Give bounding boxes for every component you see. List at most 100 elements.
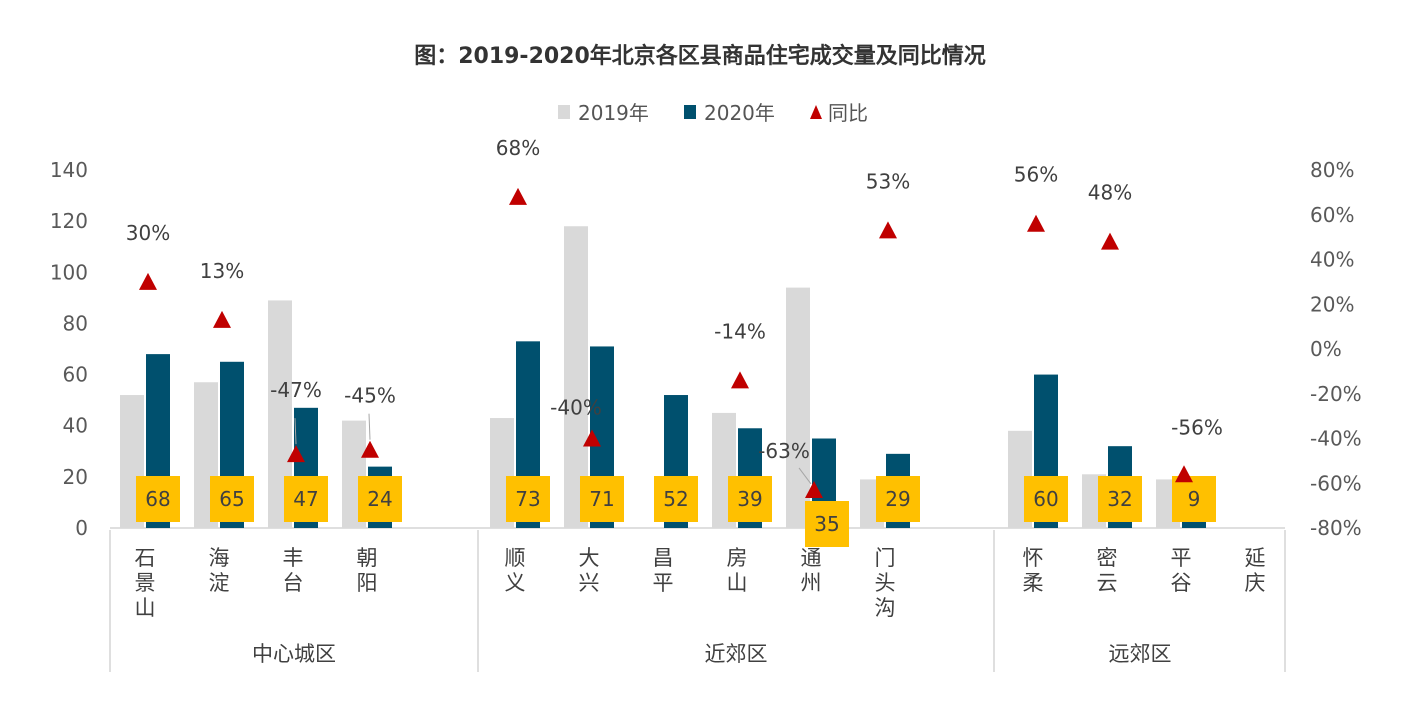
legend-swatch-2: [810, 105, 822, 119]
axes: 0 20 40 60 80 100 120 140 -80% -60% -40% -20% 0% 20% 4…: [50, 158, 1362, 540]
value-labels: 68 65 47 24 73 71 52 39 35 29 60 32 9: [136, 476, 1216, 547]
value-label: 47: [293, 487, 318, 511]
y-left-tick-label: 120: [50, 209, 88, 233]
yoy-markers: 30% 13% -47% -45% 68% -40% -14% -63% 53% 56% 48% -5…: [126, 136, 1223, 498]
yoy-label: -47%: [270, 378, 322, 402]
y-left-tick-label: 40: [63, 414, 88, 438]
legend-label-1: 2020年: [704, 101, 775, 125]
value-label: 65: [219, 487, 244, 511]
yoy-label: 68%: [496, 136, 540, 160]
category-label: 朝阳: [357, 546, 378, 595]
yoy-marker: [805, 480, 823, 498]
category-label: 昌平: [653, 546, 674, 595]
y-right-tick-label: -60%: [1310, 471, 1362, 495]
value-label-box: [506, 476, 550, 522]
value-label: 71: [589, 487, 614, 511]
y-right-tick-label: 40%: [1310, 248, 1354, 272]
legend-label-0: 2019年: [578, 101, 649, 125]
value-label-box: [210, 476, 254, 522]
value-label: 35: [814, 512, 839, 536]
y-left-tick-label: 60: [63, 363, 88, 387]
y-right-tick-label: 0%: [1310, 337, 1342, 361]
value-label: 73: [515, 487, 540, 511]
y-left-tick-label: 80: [63, 311, 88, 335]
value-label-box: [1172, 476, 1216, 522]
yoy-marker: [509, 187, 527, 205]
leader-line: [798, 467, 812, 485]
y-right-tick-label: 60%: [1310, 203, 1354, 227]
yoy-label: 53%: [866, 169, 910, 193]
category-label: 房山: [727, 546, 748, 595]
category-label: 顺义: [505, 546, 526, 595]
category-label: 平谷: [1171, 546, 1192, 595]
legend: 2019年 2020年 同比: [558, 101, 868, 125]
value-label: 60: [1033, 487, 1058, 511]
value-label-box: [1098, 476, 1142, 522]
category-label: 通州: [801, 546, 822, 595]
yoy-marker: [139, 272, 157, 290]
value-label-box: [728, 476, 772, 522]
yoy-label: -56%: [1171, 415, 1223, 439]
yoy-marker: [361, 440, 379, 458]
yoy-label: -63%: [758, 439, 810, 463]
group-label: 近郊区: [705, 642, 768, 666]
yoy-label: 13%: [200, 259, 244, 283]
yoy-label: 48%: [1088, 181, 1132, 205]
leader-line: [368, 413, 371, 440]
category-label: 丰台: [283, 546, 304, 595]
category-label: 大兴: [579, 546, 600, 595]
y-right-tick-label: -40%: [1310, 427, 1362, 451]
legend-label-2: 同比: [828, 101, 868, 125]
yoy-marker: [583, 429, 601, 447]
yoy-marker: [1027, 214, 1045, 232]
chart-title: 图：2019-2020年北京各区县商品住宅成交量及同比情况: [414, 43, 986, 69]
y-left-tick-label: 20: [63, 465, 88, 489]
yoy-label: -40%: [550, 396, 602, 420]
category-label: 石景山: [135, 546, 156, 620]
y-right-tick-label: -80%: [1310, 516, 1362, 540]
yoy-marker: [879, 221, 897, 239]
value-label: 68: [145, 487, 170, 511]
value-label: 32: [1107, 487, 1132, 511]
value-label-box: [284, 476, 328, 522]
y-left-tick-label: 0: [75, 516, 88, 540]
value-label-box: [358, 476, 402, 522]
bar-2019: [786, 287, 810, 528]
yoy-marker: [287, 445, 305, 463]
value-label-box: [876, 476, 920, 522]
yoy-marker: [1175, 465, 1193, 483]
value-label: 9: [1188, 487, 1201, 511]
value-label-box: [654, 476, 698, 522]
y-right-tick-label: 20%: [1310, 292, 1354, 316]
yoy-label: -14%: [714, 319, 766, 343]
legend-swatch-1: [684, 105, 696, 119]
y-left-tick-label: 140: [50, 158, 88, 182]
group-label: 远郊区: [1109, 642, 1172, 666]
y-right-tick-label: 80%: [1310, 158, 1354, 182]
category-label: 门头沟: [875, 546, 896, 620]
value-label-box: [805, 501, 849, 547]
y-left-tick-label: 100: [50, 260, 88, 284]
value-label: 52: [663, 487, 688, 511]
leader-line: [294, 418, 297, 445]
yoy-label: 30%: [126, 221, 170, 245]
value-label: 24: [367, 487, 392, 511]
y-right-tick-label: -20%: [1310, 382, 1362, 406]
value-label: 39: [737, 487, 762, 511]
category-label: 延庆: [1245, 546, 1266, 595]
category-label: 海淀: [209, 546, 230, 595]
value-label-box: [580, 476, 624, 522]
value-label-box: [136, 476, 180, 522]
value-label-box: [1024, 476, 1068, 522]
yoy-marker: [1101, 232, 1119, 250]
category-label: 怀柔: [1023, 546, 1044, 595]
yoy-marker: [213, 310, 231, 328]
legend-swatch-0: [558, 105, 570, 119]
category-label: 密云: [1097, 546, 1118, 595]
value-label: 29: [885, 487, 910, 511]
yoy-label: -45%: [344, 384, 396, 408]
yoy-label: 56%: [1014, 163, 1058, 187]
yoy-marker: [731, 371, 749, 389]
